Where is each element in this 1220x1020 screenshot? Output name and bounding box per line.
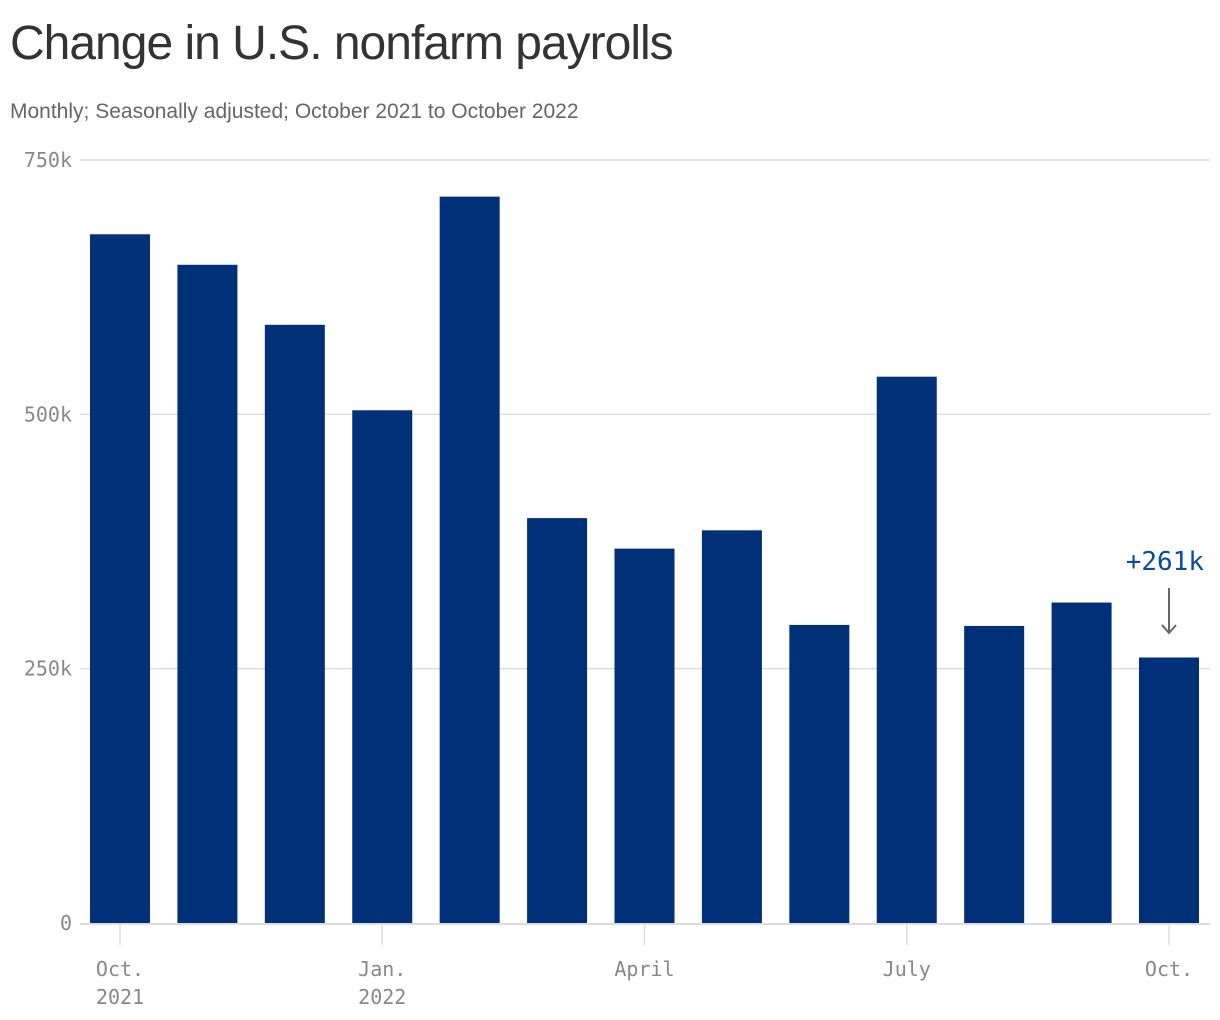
- x-tick-label: Oct.: [96, 957, 144, 981]
- x-tick-label: 2022: [358, 985, 406, 1009]
- chart-subtitle: Monthly; Seasonally adjusted; October 20…: [10, 100, 579, 123]
- bar: [439, 196, 500, 923]
- bar: [90, 234, 150, 924]
- y-tick-label: 750k: [24, 148, 72, 172]
- y-tick-label: 500k: [24, 402, 72, 426]
- bar: [964, 625, 1025, 923]
- bar: [1051, 602, 1112, 923]
- bar: [1139, 657, 1199, 923]
- bar: [352, 410, 413, 923]
- x-tick-label: 2021: [96, 985, 144, 1009]
- bar: [789, 624, 850, 923]
- x-axis: [80, 923, 1210, 945]
- bar: [527, 518, 588, 923]
- x-tick-label: April: [614, 957, 674, 981]
- bar: [177, 264, 238, 923]
- annotation-label: +261k: [1126, 547, 1205, 577]
- bar: [876, 376, 937, 923]
- x-tick-label: Oct.: [1145, 957, 1193, 981]
- bars: [90, 196, 1199, 924]
- chart-title: Change in U.S. nonfarm payrolls: [10, 17, 674, 70]
- x-tick-label: July: [883, 957, 931, 981]
- bar: [701, 530, 762, 923]
- annotation: +261k: [1126, 547, 1205, 635]
- y-tick-label: 0: [60, 911, 72, 935]
- bar: [614, 548, 675, 923]
- bar: [264, 324, 325, 924]
- y-tick-label: 250k: [24, 657, 72, 681]
- down-arrow-icon: [1161, 588, 1177, 635]
- axis-labels: 0 250k 500k 750k Oct. 2021 Jan. 2022 April July Oc…: [24, 148, 1193, 1009]
- x-tick-label: Jan.: [358, 957, 406, 981]
